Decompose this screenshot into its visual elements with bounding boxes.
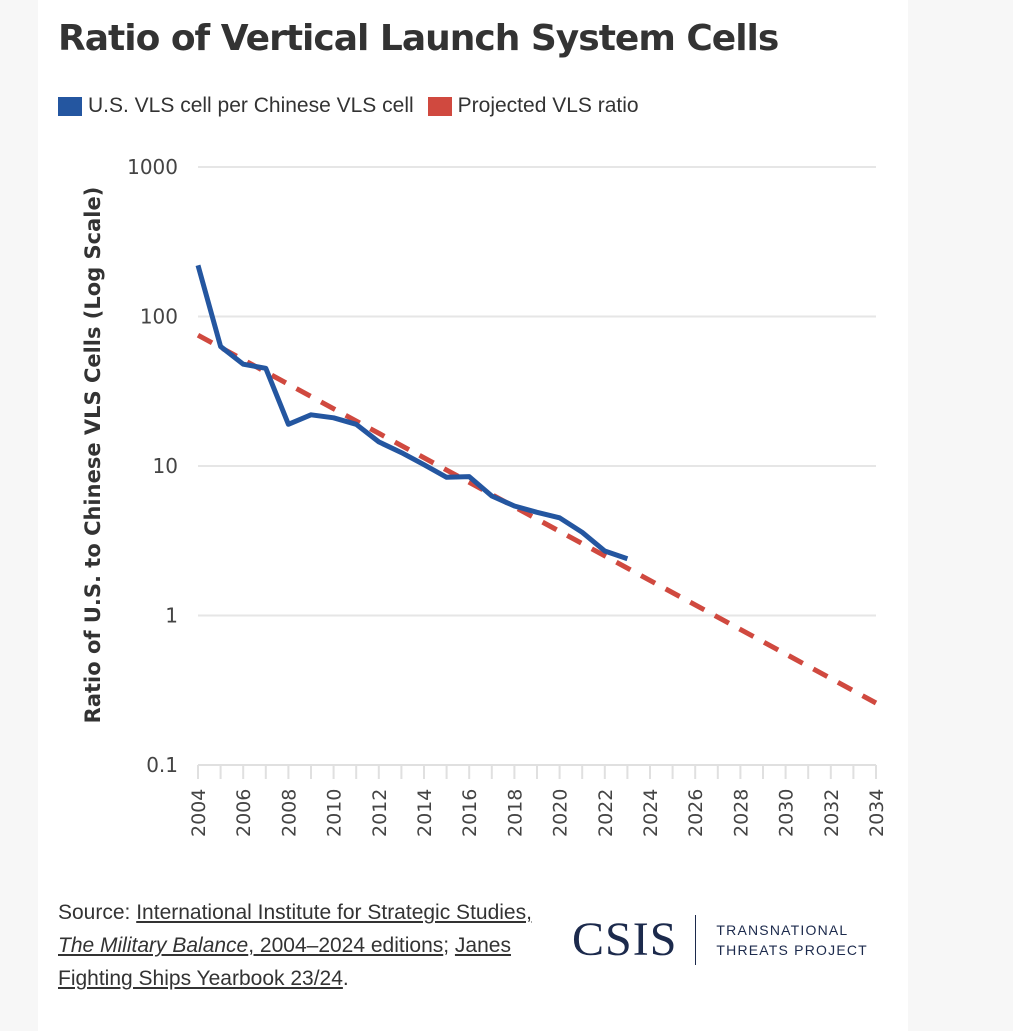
chart-title: Ratio of Vertical Launch System Cells (58, 18, 779, 59)
x-tick-label: 2012 (369, 789, 391, 837)
chart-card (38, 0, 908, 1031)
y-axis-label: Ratio of U.S. to Chinese VLS Cells (Log … (81, 187, 105, 724)
source-note: Source: International Institute for Stra… (58, 901, 532, 990)
y-tick-label: 1000 (127, 155, 178, 179)
y-tick-label: 100 (140, 305, 178, 329)
series-lines (195, 264, 878, 706)
x-tick-label: 2034 (866, 789, 888, 837)
x-tick-label: 2008 (278, 789, 300, 837)
x-tick-label: 2006 (233, 789, 255, 837)
x-tick-label: 2024 (640, 789, 662, 837)
y-tick-label: 10 (153, 454, 178, 478)
x-tick-label: 2020 (550, 789, 572, 837)
legend-swatch-red (427, 96, 452, 116)
chart-legend: U.S. VLS cell per Chinese VLS cell Proje… (58, 94, 653, 118)
series-line-projected (196, 333, 878, 706)
x-tick-label: 2018 (504, 789, 526, 837)
gridlines (198, 166, 876, 617)
program-name: TRANSNATIONAL THREATS PROJECT (716, 921, 868, 958)
x-tick-label: 2026 (685, 789, 707, 837)
x-tick-label: 2004 (188, 789, 210, 837)
x-tick-label: 2028 (730, 789, 752, 837)
csis-wordmark: CSIS (572, 913, 678, 966)
source-link-janes[interactable]: Janes Fighting Ships Yearbook 23/24 (58, 934, 511, 990)
x-tick-label: 2014 (414, 789, 436, 837)
logo-divider (695, 914, 697, 965)
x-tick-label: 2030 (776, 789, 798, 837)
legend-label: Projected VLS ratio (457, 94, 639, 117)
y-tick-label: 0.1 (146, 753, 178, 777)
source-link-iiss[interactable]: International Institute for Strategic St… (58, 901, 532, 957)
y-tick-label: 1 (165, 604, 178, 628)
y-axis-ticks: 1000 100 10 1 0.1 (127, 155, 178, 777)
legend-label: U.S. VLS cell per Chinese VLS cell (88, 94, 414, 117)
legend-item-projected[interactable]: Projected VLS ratio (427, 94, 639, 118)
csis-logo: CSIS TRANSNATIONAL THREATS PROJECT (572, 912, 868, 967)
series-line-us-ratio (195, 264, 629, 562)
x-tick-label: 2022 (595, 789, 617, 837)
x-axis: 2004 2006 2008 2010 2012 2014 2016 2018 2020 2022… (188, 764, 888, 837)
x-tick-label: 2010 (324, 789, 346, 837)
x-tick-label: 2032 (821, 789, 843, 837)
x-tick-label: 2016 (459, 789, 481, 837)
legend-swatch-blue (58, 96, 82, 116)
legend-item-us-ratio[interactable]: U.S. VLS cell per Chinese VLS cell (58, 94, 414, 118)
